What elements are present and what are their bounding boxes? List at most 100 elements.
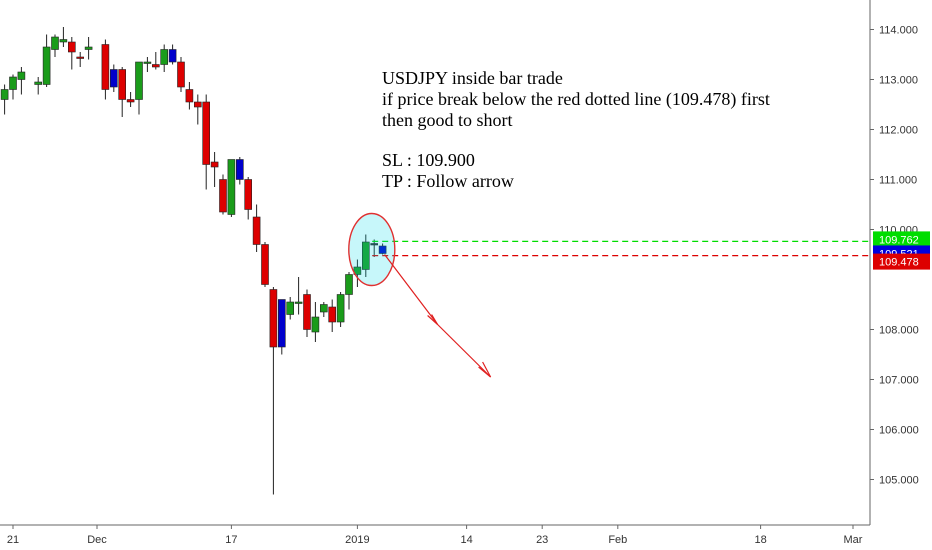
candle: [319, 302, 328, 317]
candle: [269, 287, 278, 495]
candle-body: [110, 69, 118, 88]
candle: [68, 37, 76, 70]
candle-body: [168, 49, 177, 63]
price-tag: 109.478: [873, 253, 930, 270]
candle-body: [160, 49, 168, 65]
candle: [303, 289, 311, 337]
candle-body: [68, 41, 76, 53]
candle-body: [319, 304, 328, 313]
candle: [9, 74, 17, 100]
candle: [17, 67, 26, 95]
candle: [51, 34, 59, 57]
candle: [236, 157, 244, 185]
candle: [261, 242, 269, 287]
candle: [84, 37, 93, 60]
candle-body: [378, 245, 387, 254]
candle-body: [336, 294, 345, 323]
candle-body: [269, 289, 278, 348]
y-tick-label: 107.000: [879, 375, 919, 387]
candle: [277, 299, 286, 355]
candle: [101, 39, 110, 100]
candle: [370, 239, 379, 257]
candle-body: [42, 46, 51, 85]
candle: [328, 299, 337, 332]
candle-body: [244, 179, 252, 210]
candle-body: [34, 81, 43, 85]
candle-body: [303, 294, 311, 330]
candle-body: [101, 44, 110, 90]
candle-body: [84, 46, 93, 50]
annotation-line-sl: SL : 109.900: [382, 150, 475, 170]
candle: [378, 243, 387, 255]
candle-body: [126, 99, 135, 103]
candle-body: [345, 274, 353, 295]
candle: [177, 57, 185, 92]
candle-body: [370, 243, 379, 246]
candle: [110, 64, 118, 92]
candle: [219, 174, 227, 215]
candle: [59, 27, 68, 47]
candle: [311, 302, 320, 342]
y-tick-label: 105.000: [879, 475, 919, 487]
candle-body: [0, 89, 9, 100]
candle-body: [311, 316, 320, 333]
price-tag-label: 109.478: [879, 257, 919, 269]
candle-body: [236, 159, 244, 180]
arrow-head-2: [478, 361, 492, 378]
candle-body: [328, 306, 337, 323]
candle: [135, 61, 143, 115]
candle: [76, 52, 84, 67]
candle: [227, 159, 236, 217]
candle: [345, 272, 353, 310]
x-tick-label: Feb: [608, 534, 627, 546]
candle-body: [261, 244, 269, 285]
candle: [42, 34, 51, 87]
x-tick-label: 17: [225, 534, 237, 546]
candle-body: [202, 101, 210, 165]
x-tick-label: Dec: [87, 534, 107, 546]
candle-body: [252, 216, 261, 245]
projection-arrow: [384, 254, 492, 378]
y-tick-label: 112.000: [879, 125, 918, 137]
candle-body: [185, 89, 194, 103]
candle: [194, 94, 202, 125]
candle: [0, 84, 9, 115]
x-tick-label: 2019: [345, 534, 369, 546]
price-tag: 109.762: [873, 231, 930, 248]
x-tick-label: 23: [536, 534, 548, 546]
x-tick-label: 14: [460, 534, 472, 546]
y-tick-label: 113.000: [879, 75, 918, 87]
candle: [126, 92, 135, 107]
candle-body: [76, 56, 84, 59]
candle-body: [194, 101, 202, 108]
candle-body: [143, 61, 152, 64]
y-tick-label: 106.000: [879, 425, 919, 437]
candle-body: [177, 61, 185, 88]
x-tick-label: Mar: [844, 534, 863, 546]
x-tick-label: 21: [7, 534, 19, 546]
candle: [361, 234, 370, 277]
candle-body: [9, 76, 17, 90]
candle-body: [227, 159, 236, 215]
candle: [210, 152, 219, 187]
price-tag-background: [873, 253, 930, 270]
candle: [118, 67, 126, 117]
candle-body: [286, 301, 295, 315]
y-tick-label: 114.000: [879, 25, 918, 37]
arrow-head-1: [427, 314, 439, 325]
candle-body: [118, 69, 126, 100]
candle: [143, 57, 152, 72]
candle-body: [277, 299, 286, 348]
plot-area: [0, 27, 870, 495]
annotation-line-tp: TP : Follow arrow: [382, 171, 514, 191]
x-tick-label: 18: [754, 534, 766, 546]
candle: [244, 177, 252, 220]
candle: [286, 297, 295, 320]
candle-body: [59, 39, 68, 43]
inside-bar-highlight: [348, 212, 396, 287]
annotation-line-1: USDJPY inside bar trade: [382, 68, 563, 88]
candle-body: [210, 161, 219, 168]
candle: [168, 44, 177, 65]
candle-body: [361, 241, 370, 270]
